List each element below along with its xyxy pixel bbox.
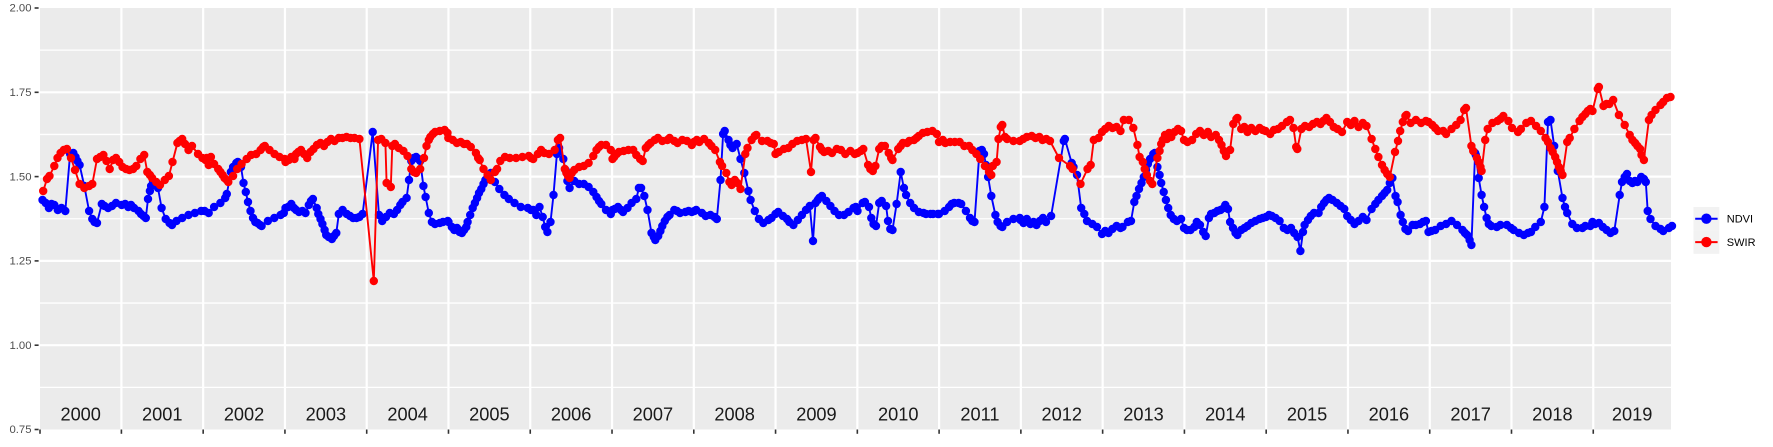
svg-text:2000: 2000 — [60, 404, 100, 424]
svg-text:2003: 2003 — [306, 404, 346, 424]
svg-text:SWIR: SWIR — [1727, 237, 1756, 249]
svg-text:1.25: 1.25 — [10, 256, 32, 268]
svg-text:2011: 2011 — [960, 404, 999, 424]
svg-text:1.50: 1.50 — [10, 171, 32, 183]
svg-text:2008: 2008 — [714, 404, 754, 424]
svg-text:2010: 2010 — [878, 404, 918, 424]
svg-text:2001: 2001 — [142, 404, 182, 424]
svg-text:2005: 2005 — [469, 404, 509, 424]
svg-text:2002: 2002 — [224, 404, 264, 424]
svg-text:2019: 2019 — [1612, 404, 1652, 424]
svg-text:2018: 2018 — [1532, 404, 1572, 424]
svg-text:2016: 2016 — [1369, 404, 1409, 424]
svg-text:2012: 2012 — [1042, 404, 1082, 424]
svg-text:NDVI: NDVI — [1727, 214, 1753, 226]
svg-text:2004: 2004 — [387, 404, 427, 424]
svg-text:1.00: 1.00 — [10, 340, 32, 352]
svg-text:2015: 2015 — [1287, 404, 1327, 424]
svg-text:2007: 2007 — [633, 404, 673, 424]
svg-text:2006: 2006 — [551, 404, 591, 424]
svg-text:2017: 2017 — [1450, 404, 1490, 424]
svg-text:2.00: 2.00 — [10, 3, 32, 15]
svg-text:1.75: 1.75 — [10, 87, 32, 99]
svg-text:2009: 2009 — [796, 404, 836, 424]
svg-text:2014: 2014 — [1205, 404, 1245, 424]
svg-text:2013: 2013 — [1123, 404, 1163, 424]
svg-text:0.75: 0.75 — [10, 424, 32, 436]
